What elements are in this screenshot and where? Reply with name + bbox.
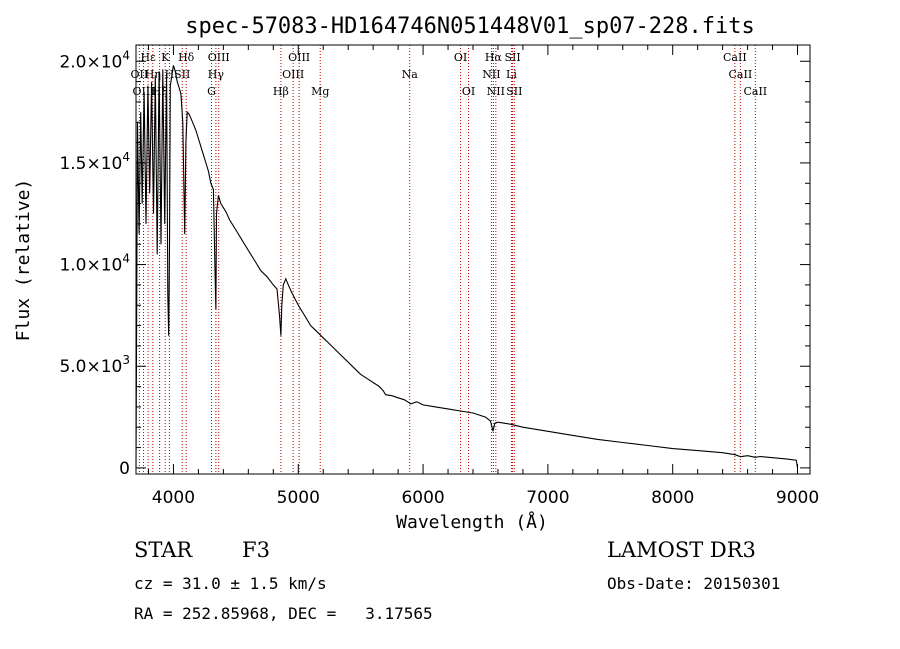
spectrum-line — [135, 65, 799, 468]
redshift-value: cz = 31.0 ± 1.5 km/s — [134, 574, 327, 593]
line-label: OIII — [288, 51, 310, 64]
line-label: Hε — [140, 51, 156, 64]
x-tick-label: 8000 — [651, 488, 694, 508]
x-axis-label: Wavelength (Å) — [396, 511, 548, 533]
line-label: Hα — [485, 51, 503, 64]
line-label: OIII — [282, 68, 304, 81]
y-tick-label: 0 — [119, 459, 130, 479]
line-label: G — [207, 85, 216, 98]
y-tick-label: 2.0×104 — [59, 48, 130, 72]
y-axis: 0 5.0×103 1.0×104 1.5×104 2.0×104 — [59, 48, 810, 479]
line-label: SII — [504, 51, 520, 64]
line-label: Mg — [311, 85, 329, 98]
line-label: K — [161, 51, 170, 64]
line-label: NII — [482, 68, 500, 81]
line-label: CaII — [723, 51, 747, 64]
object-class: STAR — [134, 538, 193, 562]
x-tick-label: 7000 — [526, 488, 569, 508]
y-tick-label: 1.5×104 — [59, 150, 130, 174]
x-tick-label: 5000 — [277, 488, 320, 508]
object-subclass: F3 — [242, 538, 270, 562]
line-label: Na — [402, 68, 419, 81]
plot-frame — [135, 44, 811, 475]
line-label: Hβ — [273, 85, 289, 98]
x-tick-label: 4000 — [152, 488, 195, 508]
y-tick-label: 5.0×103 — [59, 353, 130, 377]
x-tick-label: 9000 — [776, 488, 819, 508]
line-label: Hγ — [208, 68, 225, 81]
line-label: OII — [131, 68, 149, 81]
obs-date: Obs-Date: 20150301 — [607, 574, 781, 593]
coordinates: RA = 252.85968, DEC = 3.17565 — [134, 604, 433, 623]
line-label: Li — [506, 68, 517, 81]
line-label: Hη — [145, 68, 161, 81]
line-label: H — [165, 68, 175, 81]
chart-title: spec-57083-HD164746N051448V01_sp07-228.f… — [185, 14, 755, 39]
line-label: CaII — [729, 68, 753, 81]
x-tick-label: 6000 — [401, 488, 444, 508]
line-label: Hδ — [178, 51, 195, 64]
line-label: OIII — [208, 51, 230, 64]
survey-name: LAMOST DR3 — [607, 538, 756, 562]
y-tick-label: 1.0×104 — [59, 252, 130, 276]
line-label: OI — [462, 85, 475, 98]
x-axis: 4000 5000 6000 7000 8000 9000 — [147, 45, 819, 508]
line-label: OIII — [132, 85, 154, 98]
line-label: SII — [174, 68, 190, 81]
line-label: OI — [454, 51, 467, 64]
line-label: CaII — [743, 85, 767, 98]
line-label: NII — [487, 85, 505, 98]
line-markers — [138, 45, 756, 474]
line-label: SII — [506, 85, 522, 98]
y-axis-label: Flux (relative) — [13, 179, 34, 342]
